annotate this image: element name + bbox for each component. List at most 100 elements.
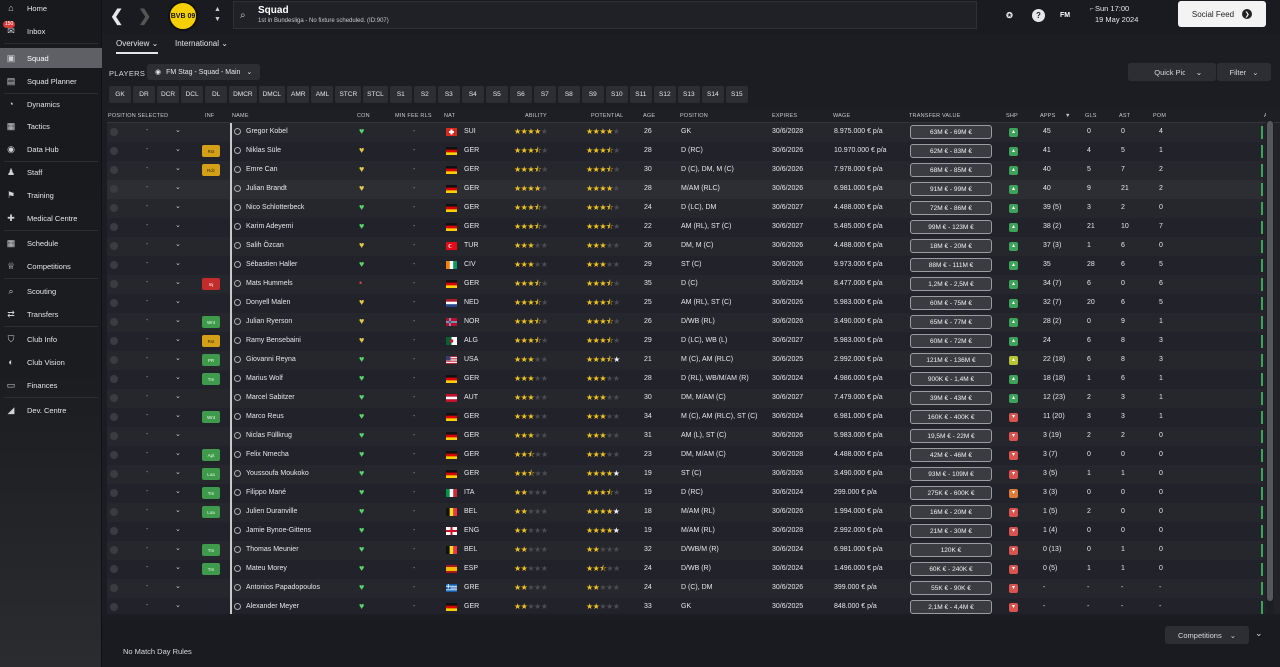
transfer-value[interactable]: 19,5M € - 22M € [910, 429, 992, 443]
fm-logo-icon[interactable]: FM [1060, 9, 1070, 22]
chevron-down-icon[interactable]: ⌄ [175, 279, 181, 286]
player-name[interactable]: Antonios Papadopoulos [246, 584, 320, 591]
position-chip[interactable]: DR [133, 86, 155, 103]
position-chip[interactable]: AMR [287, 86, 310, 103]
transfer-value[interactable]: 88M € - 111M € [910, 258, 992, 272]
col-pom[interactable]: POM [1153, 113, 1167, 119]
help-icon[interactable]: ? [1032, 9, 1045, 22]
table-row[interactable]: - ⌄ Tm Mateu Morey ♥ - ESP ★★★★★ ★★⯪★★ 24 D/WB (R)… [107, 560, 1263, 579]
sidebar-item-finances[interactable]: ▭ Finances [0, 375, 102, 395]
table-row[interactable]: - ⌄ Gregor Kobel ♥ - SUI ★★★★★ ★★★★★ 26 GK 30/6/20… [107, 123, 1263, 142]
player-name[interactable]: Donyell Malen [246, 299, 291, 306]
row-select-checkbox[interactable] [110, 584, 118, 592]
row-select-checkbox[interactable] [110, 603, 118, 611]
table-row[interactable]: - ⌄ Apt Felix Nmecha ♥ - GER ★★⯪★★ ★★★★★ 23 DM, M/… [107, 446, 1263, 465]
nationality[interactable]: GER [464, 204, 480, 211]
chevron-down-icon[interactable]: ⌄ [175, 336, 181, 343]
player-name[interactable]: Ramy Bensebaini [246, 337, 301, 344]
transfer-value[interactable]: 120K € [910, 543, 992, 557]
quick-pick-dropdown[interactable]: ⌄ [1185, 63, 1213, 81]
sidebar-item-competitions[interactable]: ♕ Competitions [0, 256, 102, 276]
search-icon[interactable]: ⌕ [240, 10, 246, 21]
inf-badge[interactable]: Tm [202, 563, 220, 575]
sidebar-item-transfers[interactable]: ⇄ Transfers [0, 304, 102, 324]
position-chip[interactable]: DL [205, 86, 228, 103]
nationality[interactable]: GER [464, 470, 480, 477]
nationality[interactable]: CIV [464, 261, 476, 268]
filter-button[interactable]: Filter ⌄ [1217, 63, 1271, 81]
row-select-checkbox[interactable] [110, 128, 118, 136]
inf-badge[interactable]: Tm [202, 544, 220, 556]
position-chip[interactable]: S10 [605, 86, 628, 103]
player-name[interactable]: Niclas Füllkrug [246, 432, 292, 439]
position-chip[interactable]: STCR [335, 86, 362, 103]
transfer-value[interactable]: 60M € - 75M € [910, 296, 992, 310]
row-select-checkbox[interactable] [110, 299, 118, 307]
nationality[interactable]: NED [464, 299, 479, 306]
inf-badge[interactable]: Tm [202, 373, 220, 385]
position-chip[interactable]: DCR [157, 86, 180, 103]
player-name[interactable]: Marius Wolf [246, 375, 283, 382]
nationality[interactable]: ESP [464, 565, 479, 572]
nationality[interactable]: ENG [464, 527, 480, 534]
tab-international[interactable]: International ⌄ [175, 39, 228, 48]
player-name[interactable]: Giovanni Reyna [246, 356, 296, 363]
col-name[interactable]: NAME [232, 113, 249, 119]
inf-badge[interactable]: Loa [202, 468, 220, 480]
row-select-checkbox[interactable] [110, 375, 118, 383]
chevron-down-icon[interactable]: ⌄ [175, 450, 181, 457]
sidebar-item-staff[interactable]: ♟ Staff [0, 162, 102, 182]
col-ast[interactable]: AST [1119, 113, 1131, 119]
position-chip[interactable]: S6 [509, 86, 532, 103]
table-row[interactable]: - ⌄ Rst Niklas Süle ♥ - GER ★★★⯪★ ★★★⯪★ 28 D (RC) 3… [107, 142, 1263, 161]
nationality[interactable]: GRE [464, 584, 480, 591]
nationality[interactable]: GER [464, 375, 480, 382]
sidebar-item-squad-planner[interactable]: ▤ Squad Planner [0, 71, 102, 91]
sidebar-item-scouting[interactable]: ⌕ Scouting [0, 281, 102, 301]
sidebar-item-squad[interactable]: ▣ Squad [0, 48, 102, 68]
row-select-checkbox[interactable] [110, 147, 118, 155]
competitions-button[interactable]: Competitions ⌄ [1165, 626, 1249, 644]
chevron-down-icon[interactable]: ⌄ [175, 260, 181, 267]
player-name[interactable]: Gregor Kobel [246, 128, 288, 135]
row-select-checkbox[interactable] [110, 223, 118, 231]
row-select-checkbox[interactable] [110, 489, 118, 497]
row-select-checkbox[interactable] [110, 318, 118, 326]
sidebar-item-schedule[interactable]: ▦ Schedule [0, 233, 102, 253]
transfer-value[interactable]: 16M € - 20M € [910, 505, 992, 519]
scrollbar-thumb[interactable] [1267, 121, 1273, 601]
table-row[interactable]: - ⌄ Jamie Bynoe-Gittens ♥ - ENG ★★★★★ ★★★★★ 19 M/… [107, 522, 1263, 541]
position-chip[interactable]: S2 [413, 86, 436, 103]
nationality[interactable]: NOR [464, 318, 480, 325]
position-chip[interactable]: S7 [533, 86, 556, 103]
player-name[interactable]: Julian Ryerson [246, 318, 293, 325]
col-nat[interactable]: NAT [444, 113, 456, 119]
col-apps[interactable]: APPS [1040, 113, 1056, 119]
col-ability[interactable]: ABILITY [525, 113, 547, 119]
continue-icon[interactable]: ⌐ [1089, 6, 1094, 13]
transfer-value[interactable]: 60M € - 72M € [910, 334, 992, 348]
nationality[interactable]: GER [464, 451, 480, 458]
position-chip[interactable]: STCL [363, 86, 388, 103]
player-name[interactable]: Thomas Meunier [246, 546, 299, 553]
position-chip[interactable]: DCL [181, 86, 204, 103]
chevron-down-icon[interactable]: ⌄ [175, 393, 181, 400]
chevron-down-icon[interactable]: ⌄ [175, 545, 181, 552]
sidebar-item-club-vision[interactable]: ◐ Club Vision [0, 352, 102, 372]
inf-badge[interactable]: Inj [202, 278, 220, 290]
row-select-checkbox[interactable] [110, 508, 118, 516]
inf-badge[interactable]: Rst [202, 335, 220, 347]
inf-badge[interactable]: Rdz [202, 164, 220, 176]
nationality[interactable]: GER [464, 413, 480, 420]
manager-icon[interactable]: ✪ [1006, 11, 1013, 20]
transfer-value[interactable]: 65M € - 77M € [910, 315, 992, 329]
player-name[interactable]: Niklas Süle [246, 147, 282, 154]
transfer-value[interactable]: 62M € - 83M € [910, 144, 992, 158]
position-chip[interactable]: AML [311, 86, 334, 103]
position-chip[interactable]: S1 [389, 86, 412, 103]
col-con[interactable]: CON [357, 113, 370, 119]
nationality[interactable]: BEL [464, 546, 478, 553]
nationality[interactable]: GER [464, 166, 480, 173]
inf-badge[interactable]: Wnt [202, 316, 220, 328]
nationality[interactable]: GER [464, 603, 480, 610]
